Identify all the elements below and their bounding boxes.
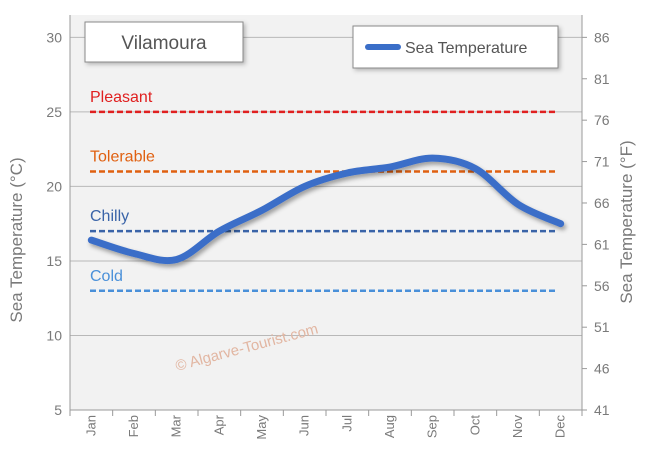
- legend: Sea Temperature: [352, 25, 559, 69]
- y-tick-label: 25: [46, 104, 62, 120]
- y-axis-right-ticks: 41 46 51 56 61 66 71 76 81 86: [582, 29, 610, 418]
- x-tick-label: Oct: [467, 415, 482, 436]
- y-tick-label: 20: [46, 178, 62, 194]
- plot-area: [70, 15, 582, 410]
- data-point: [431, 156, 435, 160]
- y2-tick-label: 86: [594, 29, 610, 45]
- y2-tick-label: 56: [594, 278, 610, 294]
- y-tick-label: 30: [46, 29, 62, 45]
- y-axis-title: Sea Temperature (°C): [7, 157, 26, 322]
- data-point: [175, 257, 179, 261]
- y-tick-label: 5: [54, 402, 62, 418]
- y2-tick-label: 76: [594, 112, 610, 128]
- x-tick-label: May: [254, 415, 269, 440]
- y2-tick-label: 81: [594, 71, 610, 87]
- data-point: [303, 184, 307, 188]
- y2-tick-label: 41: [594, 402, 610, 418]
- y-axis-left-ticks: 5 10 15 20 25 30: [46, 29, 62, 418]
- data-point: [388, 165, 392, 169]
- reference-label: Cold: [90, 268, 123, 285]
- x-tick-label: Mar: [169, 414, 184, 437]
- y-tick-label: 15: [46, 253, 62, 269]
- x-tick-label: Apr: [211, 414, 226, 435]
- data-point: [132, 251, 136, 255]
- data-point: [559, 222, 563, 226]
- x-tick-label: Feb: [126, 415, 141, 437]
- data-point: [473, 167, 477, 171]
- x-tick-label: Aug: [382, 415, 397, 438]
- data-point: [89, 238, 93, 242]
- y2-tick-label: 71: [594, 154, 610, 170]
- reference-label: Chilly: [90, 208, 129, 225]
- y2-axis-title: Sea Temperature (°F): [617, 140, 636, 303]
- data-point: [217, 229, 221, 233]
- data-point: [260, 208, 264, 212]
- x-axis-ticks: Jan Feb Mar Apr May Jun Jul Aug Sep Oct Nov Dec: [83, 414, 567, 439]
- x-tick-label: Sep: [425, 415, 440, 438]
- x-tick-label: Jan: [83, 415, 98, 436]
- reference-label: Tolerable: [90, 149, 155, 166]
- x-tick-label: Jun: [297, 415, 312, 436]
- chart-title: Vilamoura: [121, 33, 207, 54]
- chart-title-box: Vilamoura: [84, 21, 244, 63]
- x-tick-label: Dec: [553, 415, 568, 439]
- y2-tick-label: 66: [594, 195, 610, 211]
- month-dividers: [69, 15, 583, 416]
- y2-tick-label: 51: [594, 319, 610, 335]
- legend-label: Sea Temperature: [405, 40, 528, 57]
- data-point: [345, 171, 349, 175]
- x-tick-label: Nov: [510, 415, 525, 439]
- y-tick-label: 10: [46, 327, 62, 343]
- series-line: [87, 154, 565, 265]
- series-group: [87, 154, 565, 265]
- reference-label: Pleasant: [90, 89, 153, 106]
- data-point: [516, 202, 520, 206]
- x-tick-label: Jul: [339, 415, 354, 432]
- y2-tick-label: 61: [594, 236, 610, 252]
- y2-tick-label: 46: [594, 361, 610, 377]
